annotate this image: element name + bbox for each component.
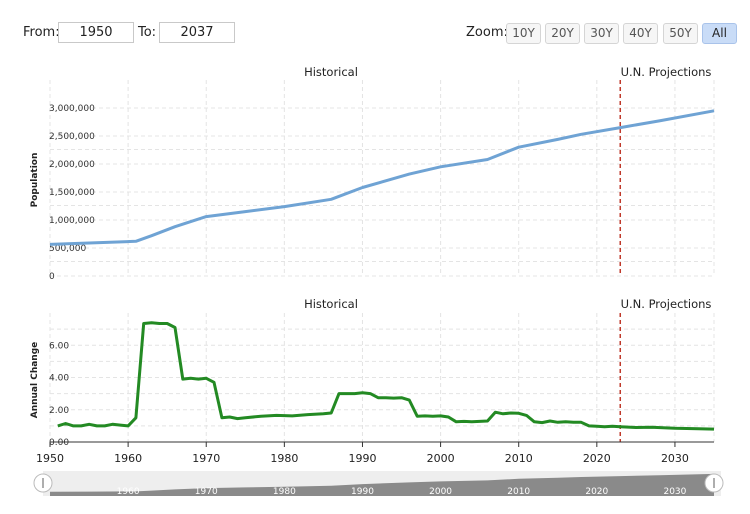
zoom-label: Zoom: [466,25,508,40]
population-axis-label: Population [30,153,40,208]
x-tick-label: 1970 [192,452,220,465]
navigator-tick-label: 2020 [585,487,608,497]
population-projections-label: U.N. Projections [621,65,712,79]
navigator-left-handle[interactable] [33,473,53,493]
population-y-tick: 3,000,000 [49,104,95,114]
x-tick-label: 1950 [36,452,64,465]
x-tick-label: 2030 [661,452,689,465]
population-y-tick: 500,000 [49,244,86,254]
zoom-50y-button[interactable]: 50Y [663,23,698,44]
annual-change-y-tick: 6.00 [49,341,69,351]
annual-change-grid [49,313,715,443]
navigator-tick-label: 2010 [507,487,530,497]
navigator-tick-label: 1980 [273,487,296,497]
x-axis: 1950 1960 1970 1980 1990 2000 2010 2020 2030 [36,442,689,465]
x-tick-label: 2020 [583,452,611,465]
annual-change-series-line [57,321,715,431]
population-series-line [49,109,715,246]
annual-change-historical-label: Historical [304,297,358,311]
population-y-tick: 2,000,000 [49,160,95,170]
navigator-tick-label: 2000 [429,487,452,497]
zoom-20y-button[interactable]: 20Y [545,23,580,44]
annual-change-y-tick: 2.00 [49,406,69,416]
range-navigator[interactable]: 1960 1970 1980 1990 2000 2010 2020 2030 [33,471,724,497]
from-date-input[interactable]: 1950 [58,22,134,43]
annual-change-axis-label: Annual Change [30,342,40,419]
navigator-tick-label: 1970 [195,487,218,497]
to-label: To: [138,25,157,40]
from-label: From: [23,25,60,40]
population-y-axis: 0 500,000 1,000,000 1,500,000 2,000,000 2,500… [49,104,95,282]
annual-change-y-tick: 4.00 [49,374,69,384]
annual-change-projections-label: U.N. Projections [621,297,712,311]
population-y-tick: 2,500,000 [49,132,95,142]
navigator-tick-label: 2030 [663,487,686,497]
navigator-right-handle[interactable] [704,473,724,493]
zoom-40y-button[interactable]: 40Y [623,23,658,44]
population-y-tick: 0 [49,272,55,282]
annual-change-y-tick: 0.00 [49,438,69,448]
zoom-all-button[interactable]: All [702,23,737,44]
population-historical-label: Historical [304,65,358,79]
to-date-input[interactable]: 2037 [159,22,235,43]
navigator-axis: 1960 1970 1980 1990 2000 2010 2020 2030 [117,487,687,497]
x-tick-label: 1990 [348,452,376,465]
x-tick-label: 1980 [270,452,298,465]
x-tick-label: 1960 [114,452,142,465]
navigator-area [50,473,714,496]
x-tick-label: 2010 [505,452,533,465]
x-tick-label: 2000 [427,452,455,465]
navigator-tick-label: 1960 [117,487,140,497]
zoom-30y-button[interactable]: 30Y [584,23,619,44]
population-y-tick: 1,000,000 [49,216,95,226]
zoom-10y-button[interactable]: 10Y [506,23,541,44]
population-y-tick: 1,500,000 [49,188,95,198]
navigator-tick-label: 1990 [351,487,374,497]
population-grid [49,80,715,277]
annual-change-y-axis: 0.00 2.00 4.00 6.00 [49,341,69,448]
